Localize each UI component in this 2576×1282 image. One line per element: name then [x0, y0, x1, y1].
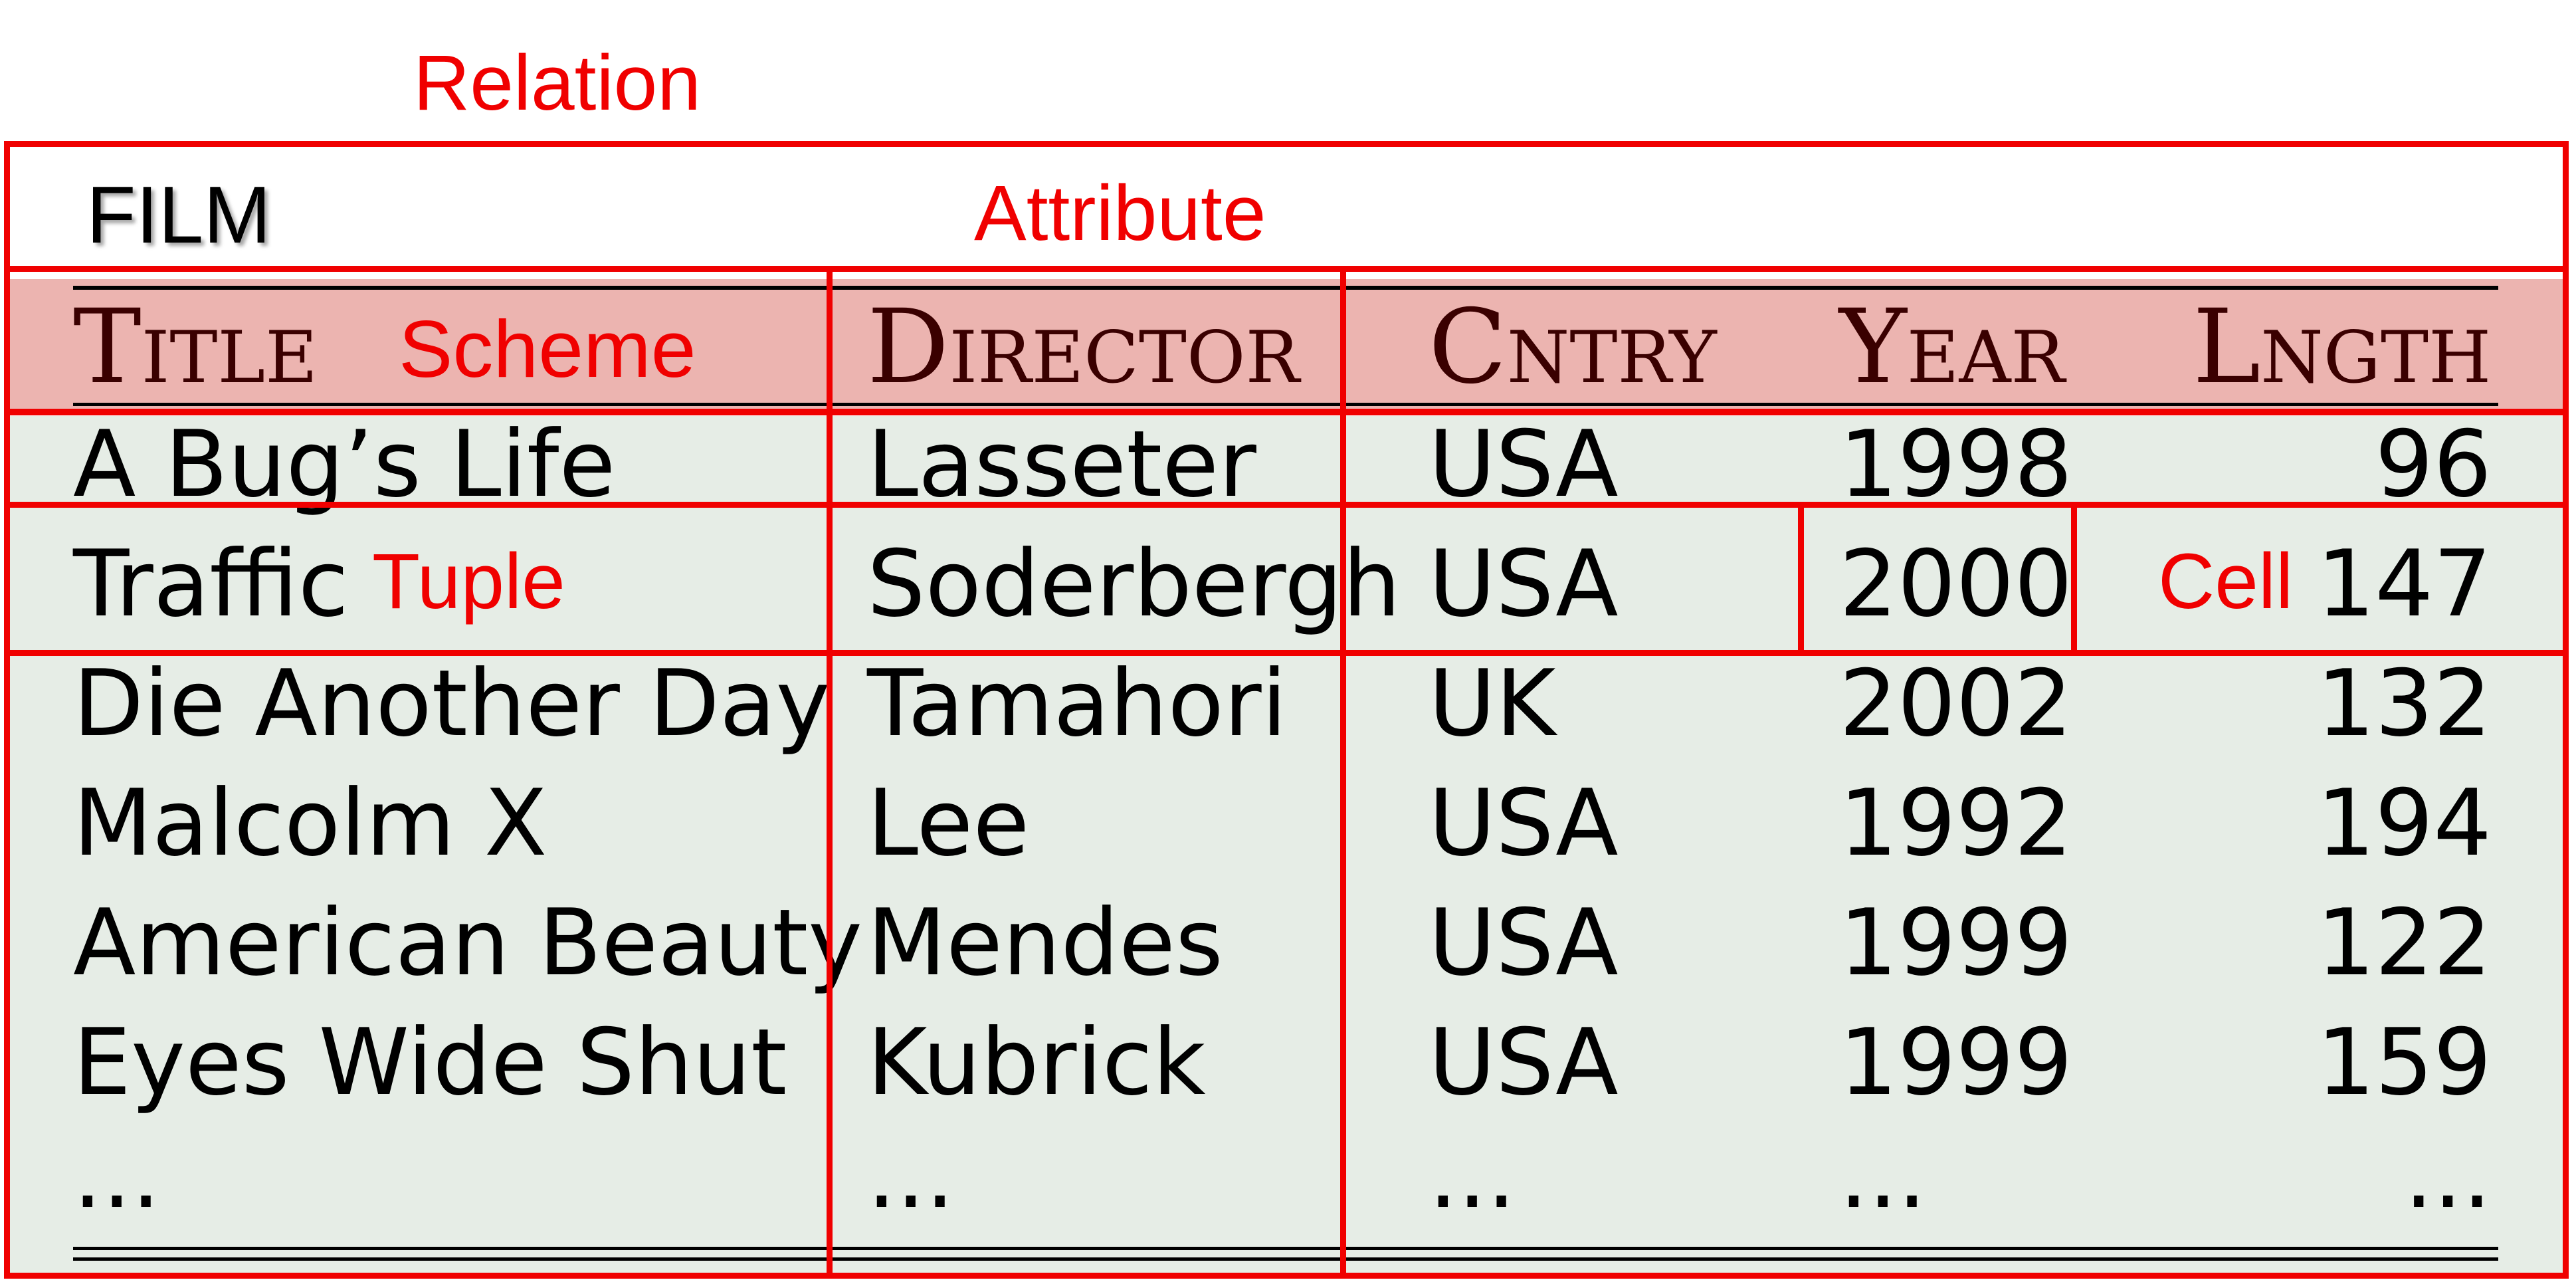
cell-cntry: USA [1429, 530, 1619, 637]
cell-title: ... [73, 1122, 161, 1229]
cell-cntry: USA [1429, 889, 1619, 996]
attribute-box [827, 266, 1346, 1279]
column-header-year: Year [1839, 288, 2065, 407]
cell-lngth: 132 [2316, 650, 2492, 757]
cell-lngth: 96 [2375, 411, 2492, 518]
cell-cntry: ... [1429, 1122, 1516, 1229]
table-bottom-rule-2 [73, 1257, 2498, 1261]
tuple-box [4, 502, 2569, 656]
cell-cntry: USA [1429, 411, 1619, 518]
cell-director: Kubrick [867, 1009, 1206, 1116]
cell-title: Traffic [73, 530, 349, 637]
cell-box [1798, 502, 2077, 656]
column-header-director: Director [867, 288, 1300, 407]
cell-title: Die Another Day [73, 650, 831, 757]
scheme-header-background [8, 279, 2566, 413]
row-box-first [4, 409, 2569, 508]
table-body-background [8, 416, 2566, 1273]
cell-director: ... [867, 1122, 955, 1229]
scheme-label: Scheme [399, 304, 696, 394]
attribute-label: Attribute [974, 169, 1266, 257]
cell-title: Eyes Wide Shut [73, 1009, 787, 1116]
cell-director: Soderbergh [867, 530, 1401, 637]
cell-title: American Beauty [73, 889, 862, 996]
cell-title: A Bug’s Life [73, 411, 616, 518]
cell-year: 2002 [1839, 650, 2073, 757]
cell-year: 2000 [1839, 530, 2073, 637]
cell-cntry: USA [1429, 770, 1619, 877]
cell-director: Tamahori [867, 650, 1287, 757]
column-header-title: Title [73, 288, 318, 407]
tuple-label: Tuple [372, 538, 565, 625]
cell-title: Malcolm X [73, 770, 547, 877]
header-bottom-rule [73, 403, 2498, 406]
relation-name: FILM [86, 169, 271, 260]
cell-label: Cell [2158, 538, 2294, 625]
cell-lngth: 194 [2316, 770, 2492, 877]
cell-lngth: 122 [2316, 889, 2492, 996]
cell-year: 1992 [1839, 770, 2073, 877]
cell-director: Lasseter [867, 411, 1256, 518]
cell-cntry: USA [1429, 1009, 1619, 1116]
column-header-lngth: Lngth [2193, 288, 2492, 407]
cell-year: 1999 [1839, 1009, 2073, 1116]
relation-label: Relation [413, 39, 701, 127]
table-top-rule [73, 286, 2498, 290]
cell-lngth: ... [2404, 1122, 2492, 1229]
cell-year: 1998 [1839, 411, 2073, 518]
cell-director: Mendes [867, 889, 1223, 996]
cell-cntry: UK [1429, 650, 1556, 757]
cell-lngth: 147 [2316, 530, 2492, 637]
cell-lngth: 159 [2316, 1009, 2492, 1116]
cell-year: ... [1839, 1122, 1927, 1229]
table-bottom-rule-1 [73, 1247, 2498, 1250]
column-header-cntry: Cntry [1429, 288, 1717, 407]
cell-director: Lee [867, 770, 1030, 877]
cell-year: 1999 [1839, 889, 2073, 996]
